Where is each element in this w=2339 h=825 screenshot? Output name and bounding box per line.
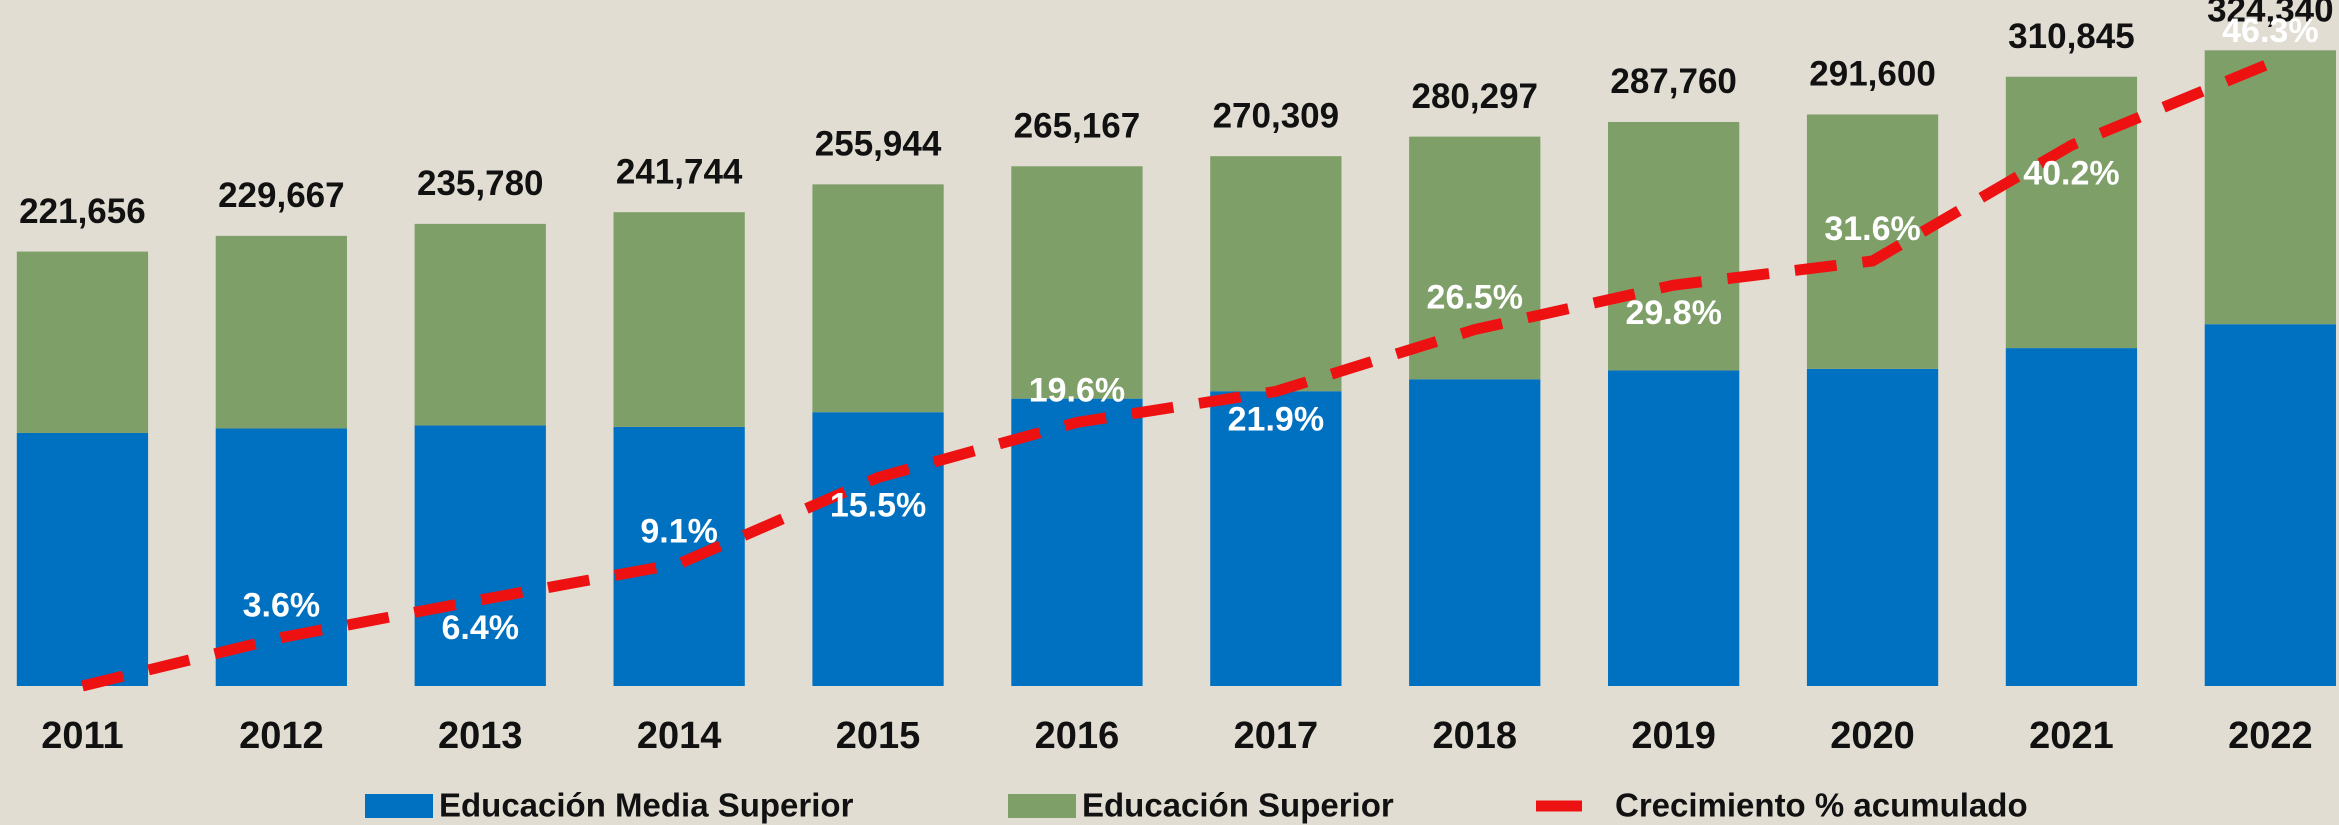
- total-label: 291,600: [1809, 55, 1936, 94]
- legend-swatch: [1008, 794, 1076, 818]
- line-value-label: 31.6%: [1824, 210, 1920, 248]
- bar-segment: [2005, 76, 2138, 349]
- bar-segment: [16, 432, 149, 686]
- bar-segment: [1011, 166, 1143, 399]
- legend-swatch: [365, 794, 433, 818]
- bar-segment: [414, 223, 546, 426]
- x-tick-label: 2020: [1830, 715, 1915, 757]
- line-value-label: 3.6%: [243, 587, 321, 625]
- bar-segment: [812, 184, 944, 413]
- x-tick-label: 2016: [1035, 715, 1120, 757]
- bar-segment: [1409, 379, 1541, 686]
- total-label: 324,340: [2207, 0, 2334, 30]
- line-series: [81, 58, 2273, 692]
- line-value-label: 9.1%: [640, 513, 718, 551]
- bar-segment: [1806, 368, 1939, 686]
- x-tick-label: 2013: [438, 715, 523, 757]
- total-label: 241,744: [616, 152, 743, 191]
- line-value-label: 6.4%: [442, 609, 520, 647]
- line-value-label: 19.6%: [1029, 371, 1125, 409]
- bar-segment: [2005, 348, 2138, 686]
- bar-segment: [1011, 398, 1143, 686]
- legend-label: Crecimiento % acumulado: [1615, 787, 2028, 824]
- x-tick-label: 2021: [2029, 715, 2114, 757]
- legend-label: Educación Superior: [1082, 787, 1394, 824]
- bar-segment: [1210, 391, 1342, 686]
- legend-label: Educación Media Superior: [439, 787, 854, 824]
- bar-segment: [1608, 370, 1740, 686]
- bar-segment: [215, 235, 347, 429]
- line-value-label: 21.9%: [1228, 400, 1324, 438]
- line-value-label: 29.8%: [1625, 294, 1721, 332]
- x-tick-label: 2012: [239, 715, 324, 757]
- bar-segment: [613, 426, 745, 686]
- total-label: 280,297: [1411, 77, 1538, 116]
- bar-segment: [1210, 156, 1342, 392]
- x-tick-label: 2018: [1432, 715, 1517, 757]
- total-label: 265,167: [1014, 107, 1141, 146]
- line-value-label: 15.5%: [830, 486, 926, 524]
- x-tick-label: 2014: [637, 715, 722, 757]
- total-label: 270,309: [1213, 96, 1340, 135]
- bar-segment: [414, 425, 546, 686]
- bar-segment: [2204, 50, 2336, 325]
- x-tick-label: 2019: [1631, 715, 1716, 757]
- line-value-label: 40.2%: [2023, 154, 2119, 192]
- bar-segment: [1806, 114, 1939, 369]
- x-tick-label: 2022: [2228, 715, 2313, 757]
- x-tick-label: 2017: [1234, 715, 1319, 757]
- x-tick-label: 2011: [41, 715, 123, 757]
- total-label: 221,656: [19, 192, 146, 231]
- total-label: 287,760: [1610, 62, 1737, 101]
- line-value-label: 46.3%: [2222, 12, 2318, 50]
- total-label: 310,845: [2008, 17, 2135, 56]
- line-value-label: 26.5%: [1427, 279, 1523, 317]
- total-label: 235,780: [417, 164, 544, 203]
- bar-segment: [2204, 324, 2336, 686]
- bar-segment: [1608, 121, 1740, 371]
- bar-segment: [613, 212, 745, 427]
- total-label: 229,667: [218, 176, 345, 215]
- x-tick-label: 2015: [836, 715, 921, 757]
- bar-segment: [16, 251, 149, 433]
- total-label: 255,944: [815, 125, 942, 164]
- bar-segment: [812, 412, 944, 686]
